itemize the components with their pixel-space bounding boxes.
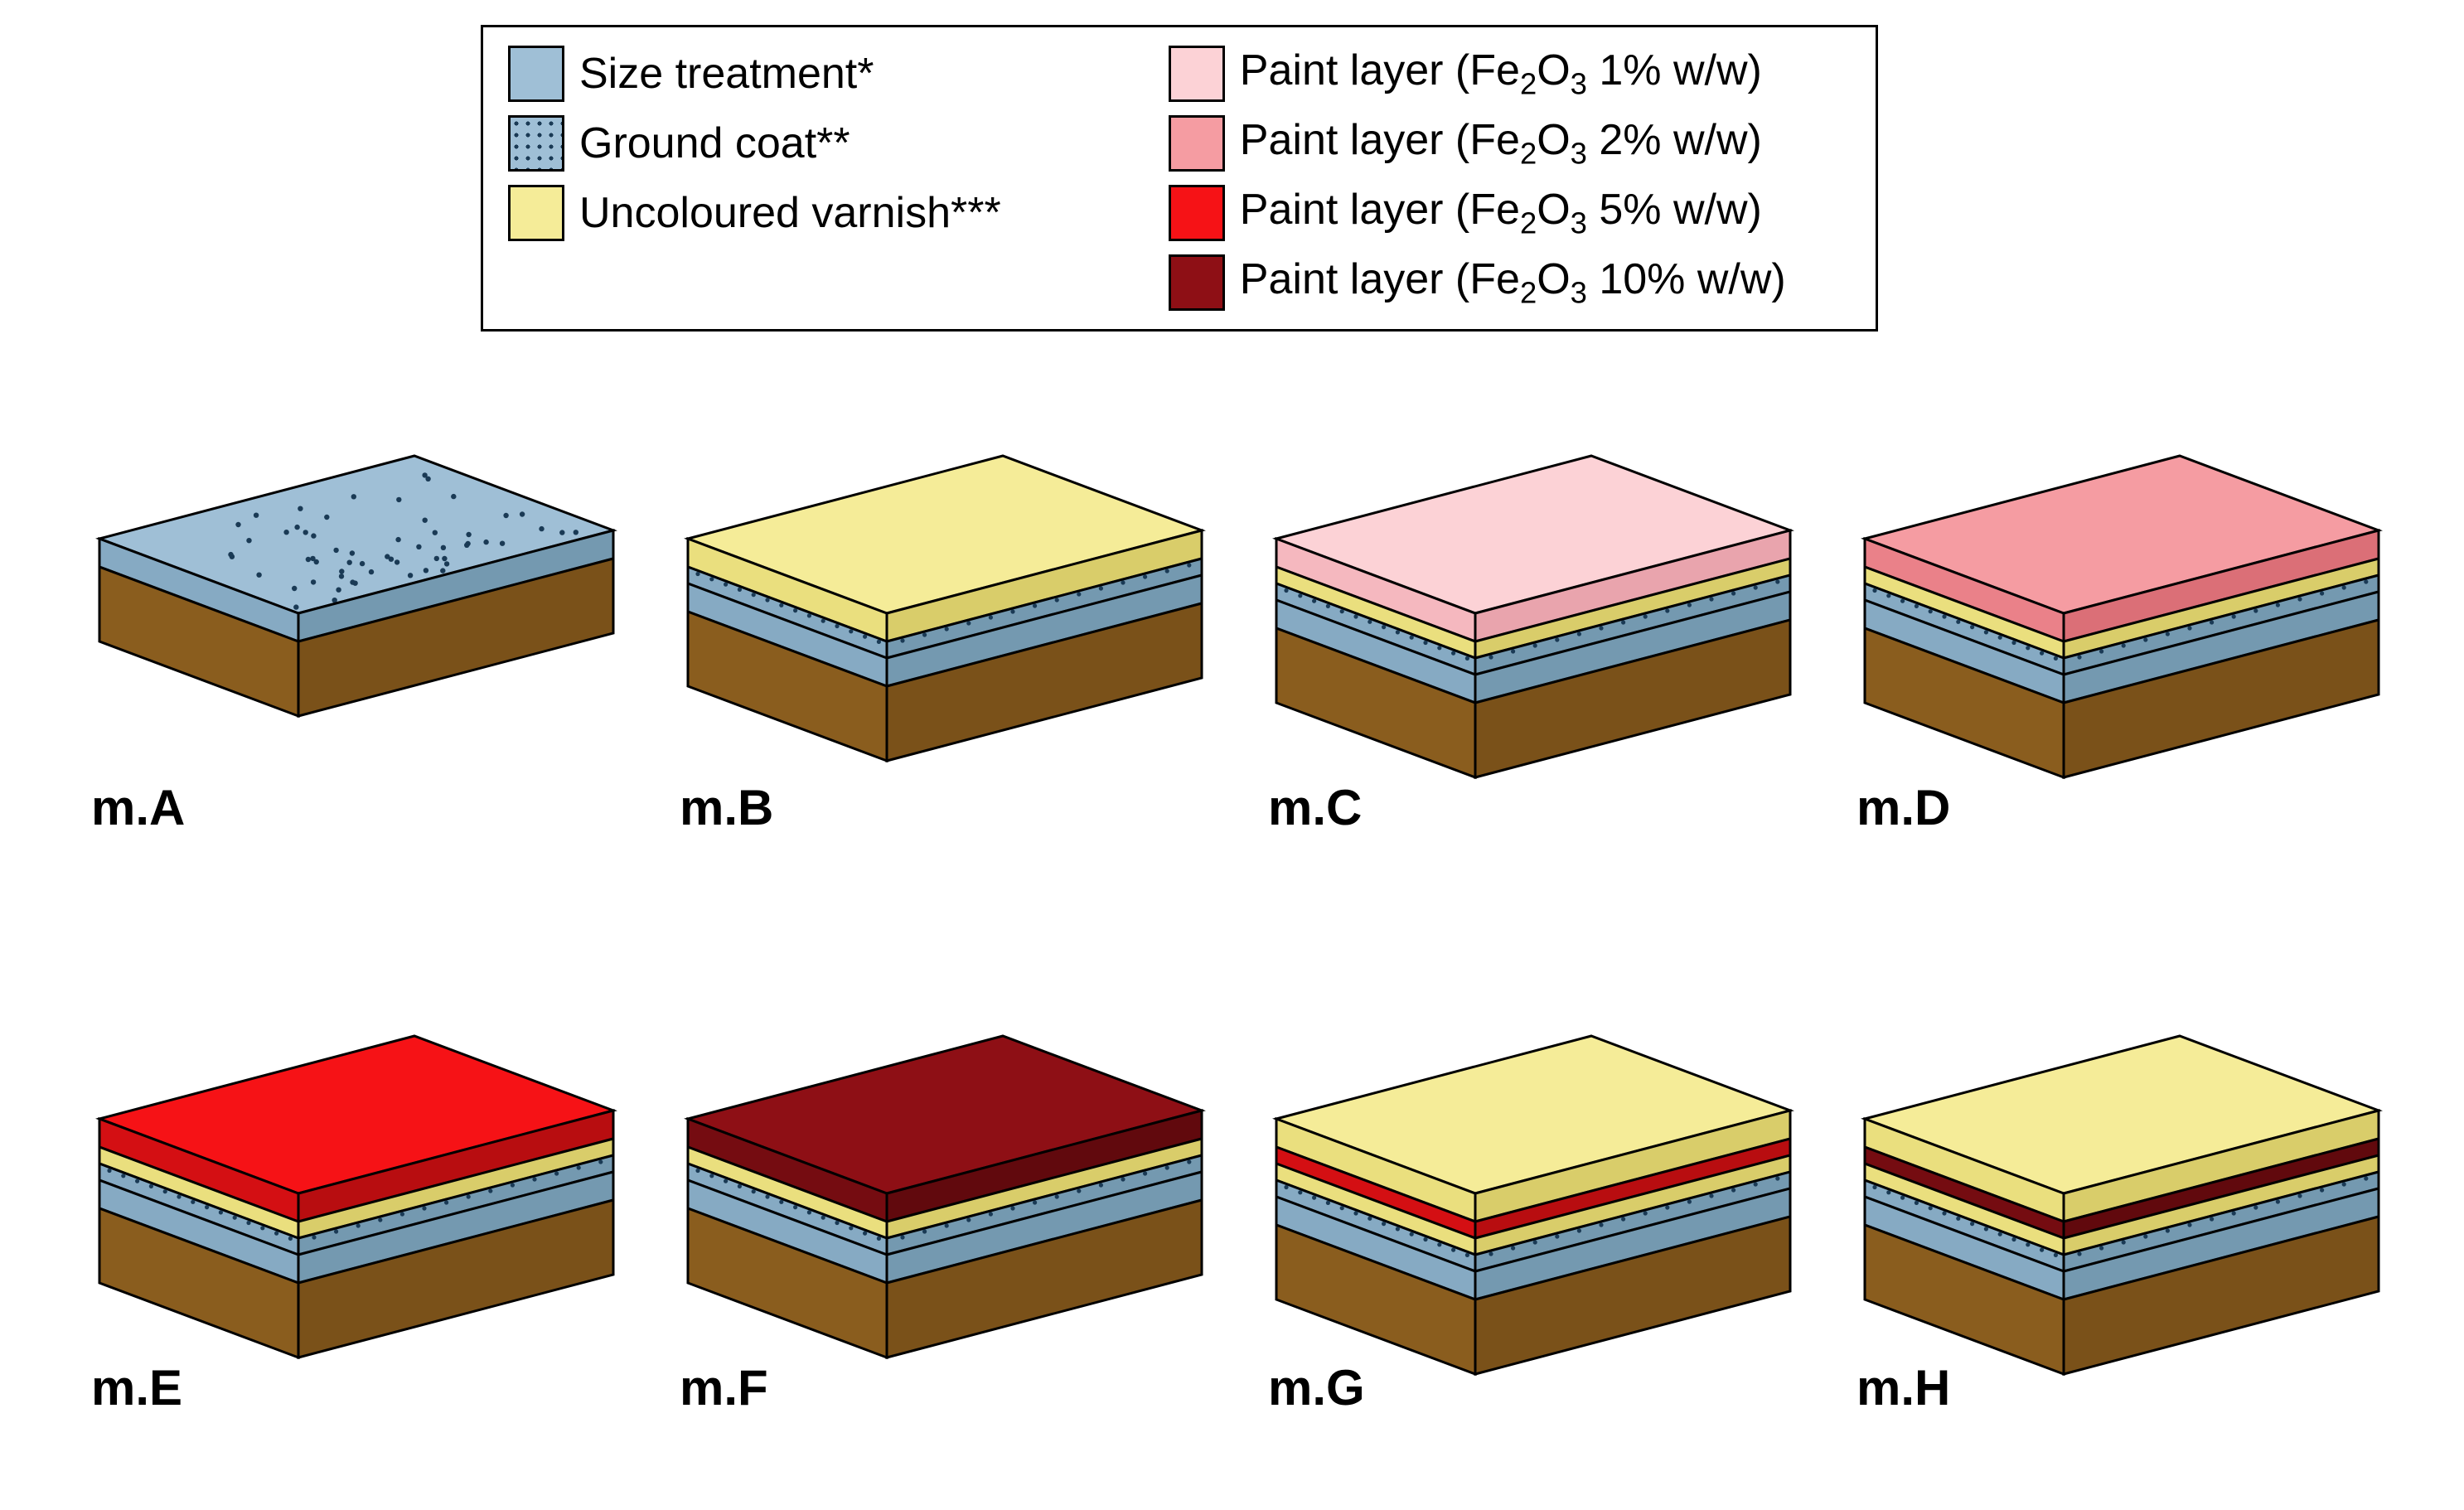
sample-label-mH: m.H bbox=[1856, 1359, 1950, 1416]
sample-label-mB: m.B bbox=[680, 779, 773, 836]
legend-box: Size treatment* Ground coat** Uncoloured v… bbox=[481, 25, 1878, 332]
sample-block-mG bbox=[1243, 1019, 1823, 1367]
legend-item: Paint layer (Fe2O3 2% w/w) bbox=[1169, 115, 1890, 172]
legend-swatch bbox=[1169, 254, 1225, 311]
sample-label-mF: m.F bbox=[680, 1359, 768, 1416]
legend-swatch bbox=[508, 115, 564, 172]
legend-item: Uncoloured varnish*** bbox=[508, 185, 1119, 241]
legend-label: Ground coat** bbox=[579, 119, 850, 168]
legend-label: Paint layer (Fe2O3 10% w/w) bbox=[1240, 254, 1786, 310]
legend-swatch bbox=[1169, 46, 1225, 102]
sample-label-mA: m.A bbox=[91, 779, 185, 836]
sample-block-mA bbox=[66, 439, 646, 787]
sample-label-mE: m.E bbox=[91, 1359, 182, 1416]
sample-label-mG: m.G bbox=[1268, 1359, 1365, 1416]
legend-swatch bbox=[1169, 185, 1225, 241]
legend-swatch bbox=[508, 185, 564, 241]
legend-label: Paint layer (Fe2O3 5% w/w) bbox=[1240, 185, 1762, 240]
sample-block-mF bbox=[655, 1019, 1235, 1367]
legend-item: Paint layer (Fe2O3 1% w/w) bbox=[1169, 46, 1890, 102]
sample-label-mC: m.C bbox=[1268, 779, 1362, 836]
legend-item: Ground coat** bbox=[508, 115, 1119, 172]
legend-item: Size treatment* bbox=[508, 46, 1119, 102]
legend-label: Size treatment* bbox=[579, 49, 874, 99]
legend-label: Uncoloured varnish*** bbox=[579, 188, 1001, 238]
sample-block-mB bbox=[655, 439, 1235, 787]
sample-block-mE bbox=[66, 1019, 646, 1367]
sample-block-mH bbox=[1832, 1019, 2412, 1367]
legend-swatch bbox=[1169, 115, 1225, 172]
legend-swatch bbox=[508, 46, 564, 102]
sample-block-mD bbox=[1832, 439, 2412, 787]
sample-block-mC bbox=[1243, 439, 1823, 787]
legend-label: Paint layer (Fe2O3 1% w/w) bbox=[1240, 46, 1762, 101]
sample-label-mD: m.D bbox=[1856, 779, 1950, 836]
legend-label: Paint layer (Fe2O3 2% w/w) bbox=[1240, 115, 1762, 171]
diagram-page: Size treatment* Ground coat** Uncoloured v… bbox=[0, 0, 2464, 1510]
legend-item: Paint layer (Fe2O3 10% w/w) bbox=[1169, 254, 1890, 311]
legend-item: Paint layer (Fe2O3 5% w/w) bbox=[1169, 185, 1890, 241]
